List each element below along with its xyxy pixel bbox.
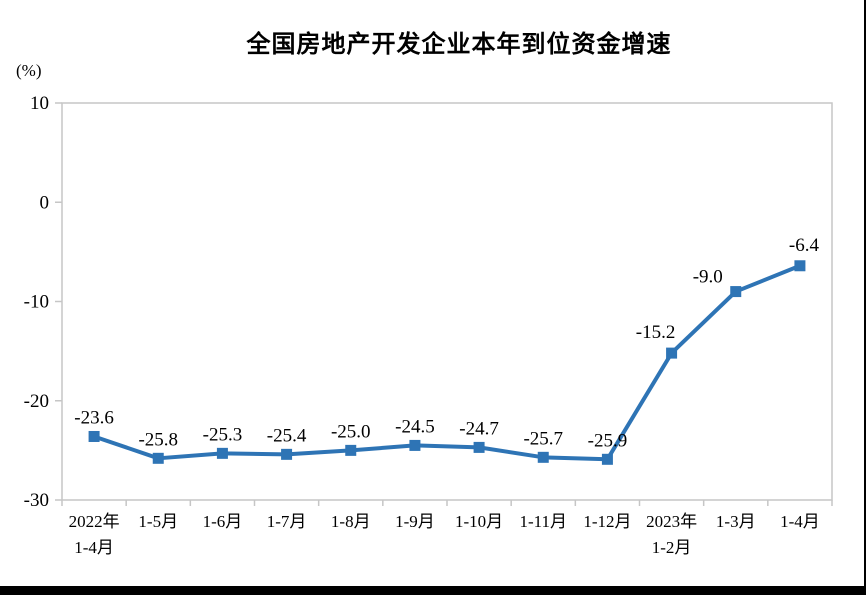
x-tick-label: 1-4月: [780, 512, 820, 531]
data-point-label: -9.0: [693, 267, 723, 288]
page-right-border-line: [864, 0, 866, 595]
x-tick-label: 1-6月: [203, 512, 243, 531]
data-point-marker: [537, 451, 549, 463]
y-tick-label: -30: [24, 490, 49, 511]
data-point-marker: [666, 347, 678, 359]
x-tick-label: 2023年: [646, 512, 697, 531]
data-point-label: -25.8: [138, 429, 178, 450]
data-point-label: -25.9: [588, 430, 628, 451]
page-bottom-border-bar: [0, 586, 866, 595]
data-point-marker: [345, 444, 357, 456]
data-point-marker: [409, 439, 421, 451]
chart-title: 全国房地产开发企业本年到位资金增速: [246, 31, 672, 58]
y-tick-label: -10: [24, 292, 49, 313]
data-point-marker: [601, 453, 613, 465]
x-tick-label: 1-7月: [267, 512, 307, 531]
y-tick-label: 0: [40, 192, 50, 213]
data-point-marker: [88, 430, 100, 442]
data-point-label: -15.2: [636, 322, 676, 343]
data-point-label: -23.6: [74, 407, 114, 428]
data-point-label: -6.4: [789, 235, 820, 256]
x-tick-label: 1-5月: [138, 512, 178, 531]
data-point-label: -25.0: [331, 421, 371, 442]
data-point-label: -25.4: [267, 425, 307, 446]
data-point-label: -24.7: [459, 418, 499, 439]
data-point-marker: [281, 448, 293, 460]
data-point-label: -24.5: [395, 416, 435, 437]
data-point-marker: [152, 452, 164, 464]
x-tick-label: 1-11月: [519, 512, 567, 531]
x-tick-label: 2022年: [69, 512, 120, 531]
data-point-marker: [473, 441, 485, 453]
x-tick-label: 1-12月: [583, 512, 631, 531]
y-tick-label: -20: [24, 391, 49, 412]
y-axis-unit-label: (%): [16, 61, 42, 80]
x-tick-label: 1-4月: [74, 538, 114, 557]
data-point-marker: [794, 260, 806, 272]
x-tick-label: 1-8月: [331, 512, 371, 531]
x-tick-label: 1-9月: [395, 512, 435, 531]
x-tick-label: 1-10月: [455, 512, 503, 531]
x-tick-label: 1-2月: [652, 538, 692, 557]
data-point-marker: [730, 286, 742, 298]
y-tick-label: 10: [30, 93, 49, 114]
data-point-marker: [216, 447, 228, 459]
series-line: [93, 263, 801, 462]
data-point-label: -25.7: [523, 428, 563, 449]
data-point-label: -25.3: [203, 424, 243, 445]
x-tick-label: 1-3月: [716, 512, 756, 531]
